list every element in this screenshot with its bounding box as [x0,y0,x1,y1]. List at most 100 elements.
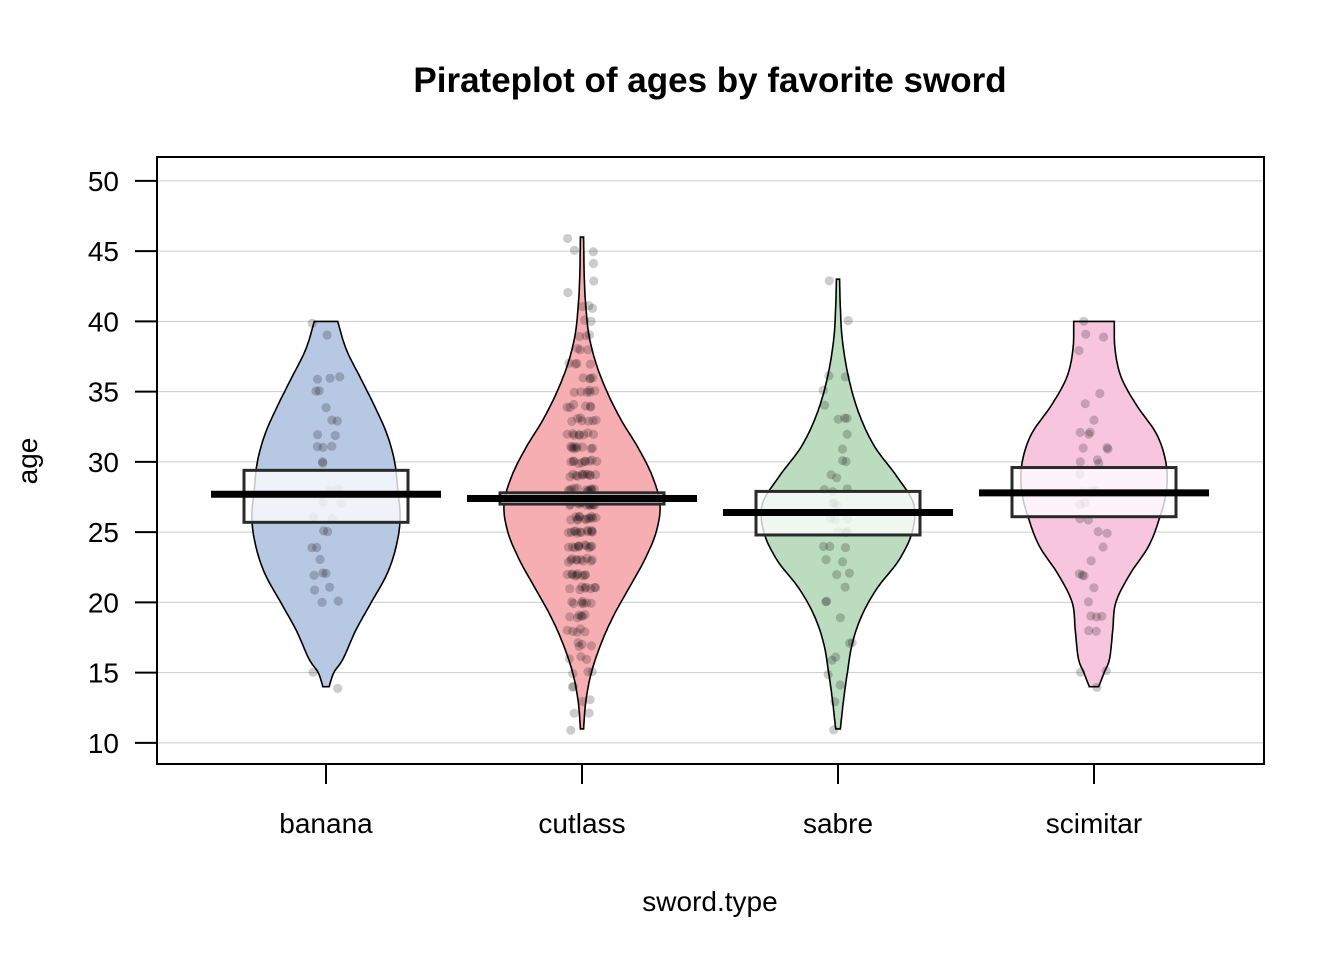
data-point [585,330,595,340]
data-point [821,555,831,565]
data-point [841,456,851,467]
data-point [572,570,582,580]
data-point [580,469,590,479]
data-point [580,514,590,524]
data-point [569,456,579,466]
data-point [581,331,591,341]
data-point [575,413,586,423]
data-point [584,708,594,718]
data-point [332,416,342,426]
data-point [587,527,597,537]
data-point [585,513,596,523]
data-point [318,442,328,452]
data-point [577,470,588,480]
data-point [568,681,579,692]
data-point [565,472,575,482]
data-point [585,456,595,466]
data-point [840,413,850,423]
data-point [570,543,580,553]
data-point [1086,556,1096,566]
data-point [312,442,322,452]
data-point [572,613,583,623]
data-point [588,429,599,439]
data-point [578,571,588,581]
plot-frame [156,156,1265,765]
y-tick-label: 30 [88,447,119,478]
data-point [585,373,596,384]
data-point [322,330,332,340]
data-point [567,443,577,453]
data-point [586,598,596,609]
data-point [582,598,592,608]
data-point [1079,316,1089,326]
data-point [587,527,598,537]
data-point [564,358,574,368]
points-layer [307,233,1113,735]
data-point [840,582,850,592]
data-point [562,402,572,412]
data-point [572,515,583,525]
data-point [581,514,592,525]
x-axis-label: sword.type [642,886,777,917]
data-point [335,372,345,382]
data-point [317,597,327,608]
data-point [312,374,323,384]
data-point [566,441,576,451]
data-point [321,403,331,413]
data-point [837,444,848,454]
data-point [572,413,583,424]
data-point [580,610,590,620]
data-point [579,315,590,325]
data-point [820,400,830,410]
data-point [569,708,579,718]
data-point [573,638,583,648]
data-point [821,597,831,607]
data-point [581,541,592,551]
data-point [578,373,588,383]
data-point [568,429,578,439]
x-tick-label-scimitar: scimitar [1046,808,1142,839]
data-point [591,513,601,523]
data-point [574,511,585,521]
data-point [567,542,578,552]
data-point [1102,528,1112,538]
data-point [569,444,579,454]
data-point [562,429,572,439]
data-point [588,416,598,426]
data-point [1078,443,1088,453]
data-point [333,596,343,606]
data-point [832,473,842,483]
data-point [567,569,577,579]
data-point [840,372,850,382]
data-point [577,582,587,592]
y-tick-label: 40 [88,306,119,337]
data-point [586,542,596,552]
data-point [1080,399,1090,409]
data-point [576,387,586,397]
data-point [567,597,577,607]
data-point [1084,626,1094,636]
data-point [562,569,572,580]
data-point [580,456,590,466]
data-point [580,583,590,593]
x-tick-label-cutlass: cutlass [538,808,625,839]
data-point [571,512,581,522]
data-point [572,358,582,369]
data-point [569,399,579,410]
data-point [1095,388,1105,399]
data-point [569,430,579,440]
data-point [583,428,593,438]
data-point [1092,455,1102,465]
data-point [577,458,587,468]
data-point [307,543,317,553]
data-point [574,512,585,522]
data-point [1077,570,1087,580]
data-point [1102,443,1112,453]
data-point [588,443,598,453]
data-point [574,331,585,342]
data-point [568,626,578,637]
data-point [330,430,340,441]
data-point [830,697,840,707]
data-point [825,541,835,552]
